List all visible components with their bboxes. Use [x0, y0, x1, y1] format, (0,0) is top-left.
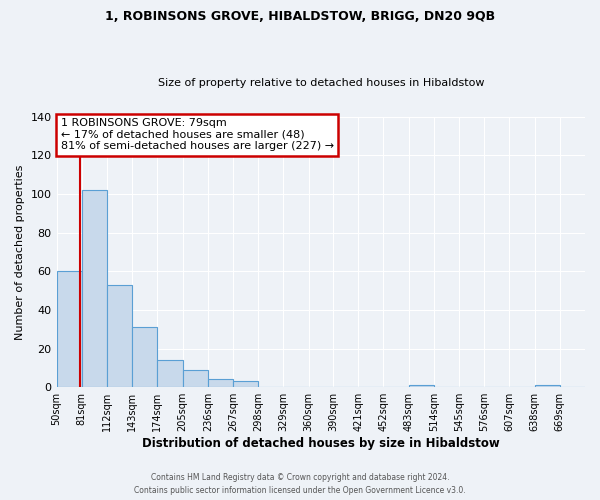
Title: Size of property relative to detached houses in Hibaldstow: Size of property relative to detached ho… — [158, 78, 484, 88]
Bar — [182, 370, 208, 387]
Bar — [233, 382, 258, 387]
Text: 1 ROBINSONS GROVE: 79sqm
← 17% of detached houses are smaller (48)
81% of semi-d: 1 ROBINSONS GROVE: 79sqm ← 17% of detach… — [61, 118, 334, 152]
Bar — [107, 284, 132, 387]
Bar — [157, 360, 182, 387]
Bar — [132, 328, 157, 387]
Text: Contains HM Land Registry data © Crown copyright and database right 2024.
Contai: Contains HM Land Registry data © Crown c… — [134, 473, 466, 495]
X-axis label: Distribution of detached houses by size in Hibaldstow: Distribution of detached houses by size … — [142, 437, 500, 450]
Bar — [535, 386, 560, 387]
Text: 1, ROBINSONS GROVE, HIBALDSTOW, BRIGG, DN20 9QB: 1, ROBINSONS GROVE, HIBALDSTOW, BRIGG, D… — [105, 10, 495, 23]
Bar — [208, 380, 233, 387]
Bar — [82, 190, 107, 387]
Bar — [409, 386, 434, 387]
Y-axis label: Number of detached properties: Number of detached properties — [15, 164, 25, 340]
Bar — [56, 271, 82, 387]
